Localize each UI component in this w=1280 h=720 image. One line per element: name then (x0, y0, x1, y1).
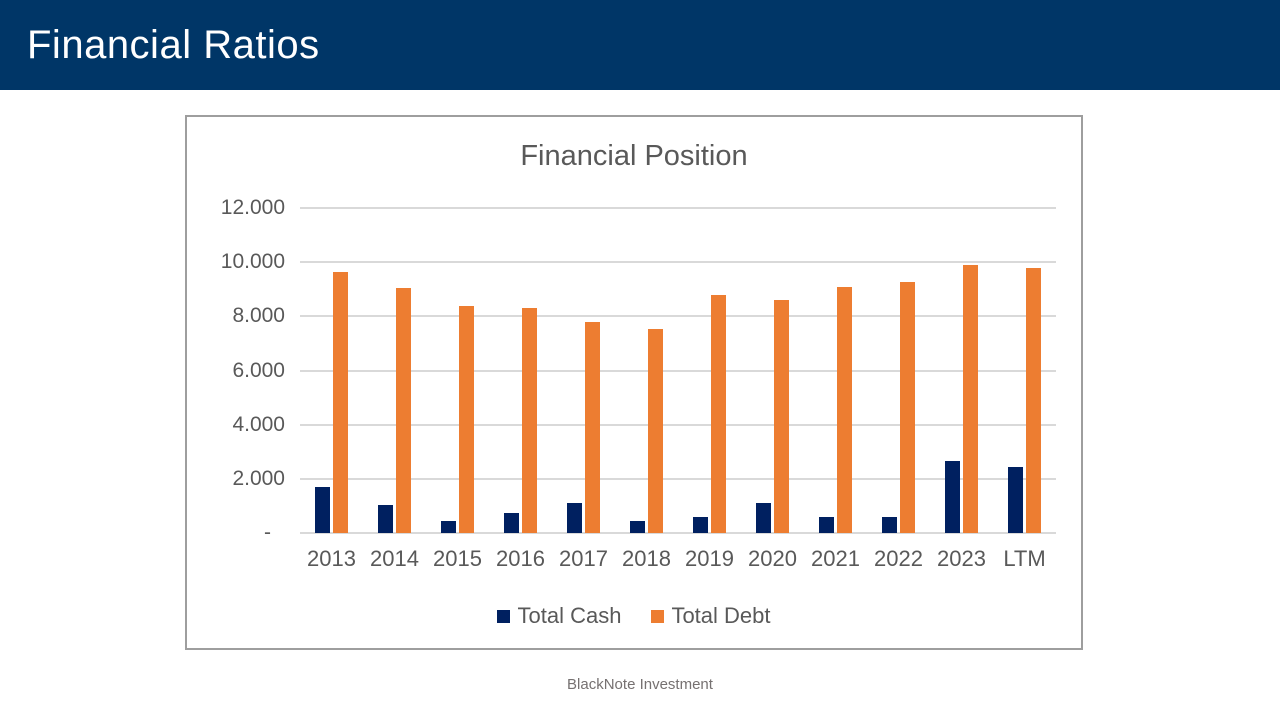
legend-swatch (497, 609, 511, 623)
y-tick-label: 4.000 (232, 412, 285, 436)
slide-footer: BlackNote Investment (567, 676, 713, 693)
bar-group-2023 (930, 208, 993, 533)
bar-total-debt-2016 (522, 308, 537, 533)
legend-label: Total Cash (517, 603, 622, 628)
gridline (300, 423, 1056, 426)
x-tick-label: 2021 (811, 546, 860, 571)
x-tick-label: LTM (1003, 546, 1046, 571)
x-tick-label: 2013 (307, 546, 356, 571)
bar-total-debt-2023 (963, 265, 978, 533)
bar-total-cash-2017 (567, 503, 582, 533)
x-tick-label: 2014 (370, 546, 419, 571)
bar-group-ltm (993, 208, 1056, 533)
bar-total-debt-2021 (837, 287, 852, 533)
legend-label: Total Debt (671, 603, 771, 628)
x-tick-label: 2015 (433, 546, 482, 571)
x-tick-label: 2023 (937, 546, 986, 571)
x-tick-label: 2017 (559, 546, 608, 571)
x-tick-label: 2020 (748, 546, 797, 571)
bar-total-cash-2021 (819, 517, 834, 533)
bar-group-2018 (615, 208, 678, 533)
gridline (300, 532, 1056, 534)
y-tick-label: 10.000 (220, 250, 285, 274)
bar-total-debt-ltm (1026, 268, 1041, 533)
bar-total-debt-2013 (333, 272, 348, 533)
gridline (300, 315, 1056, 318)
bar-total-cash-2016 (504, 513, 519, 533)
bar-total-cash-2023 (945, 461, 960, 533)
legend-item-total-cash: Total Cash (497, 603, 621, 629)
bar-total-debt-2022 (900, 282, 915, 533)
legend-swatch (651, 609, 665, 623)
bar-total-debt-2014 (396, 288, 411, 533)
gridline (300, 207, 1056, 209)
bar-group-2016 (489, 208, 552, 533)
x-tick-label: 2019 (685, 546, 734, 571)
bar-total-debt-2019 (711, 295, 726, 533)
y-tick-label: 2.000 (232, 466, 285, 490)
chart-panel: Financial Position 12.000 10.000 8.000 6.00… (185, 115, 1083, 650)
bar-total-cash-2015 (441, 521, 456, 533)
bar-total-debt-2018 (648, 329, 663, 533)
bar-total-debt-2020 (774, 300, 789, 533)
x-axis: 2013 2014 2015 2016 2017 2018 2019 2020 2021 2022… (300, 546, 1056, 576)
plot-area (300, 207, 1056, 534)
y-axis: 12.000 10.000 8.000 6.000 4.000 2.000 - (187, 117, 285, 648)
gridline (300, 369, 1056, 372)
bar-total-cash-2022 (882, 517, 897, 533)
bar-total-cash-2020 (756, 503, 771, 533)
bar-group-2020 (741, 208, 804, 533)
gridline (300, 261, 1056, 264)
chart-legend: Total Cash Total Debt (187, 603, 1081, 629)
bar-group-2021 (804, 208, 867, 533)
bar-total-cash-2018 (630, 521, 645, 533)
bar-group-2015 (426, 208, 489, 533)
y-tick-label: 8.000 (232, 304, 285, 328)
x-tick-label: 2022 (874, 546, 923, 571)
slide-title: Financial Ratios (27, 22, 320, 67)
bar-group-2017 (552, 208, 615, 533)
legend-item-total-debt: Total Debt (651, 603, 771, 629)
bar-total-debt-2017 (585, 322, 600, 533)
y-tick-label: 12.000 (220, 196, 285, 219)
bar-group-2013 (300, 208, 363, 533)
bar-total-cash-2019 (693, 517, 708, 533)
y-tick-label: 6.000 (232, 358, 285, 382)
bar-total-cash-2014 (378, 505, 393, 533)
chart-title: Financial Position (520, 140, 748, 172)
bar-group-2022 (867, 208, 930, 533)
bar-total-debt-2015 (459, 306, 474, 533)
gridline (300, 477, 1056, 480)
y-tick-label: - (264, 521, 271, 544)
slide-header: Financial Ratios (0, 0, 1280, 90)
bar-group-2014 (363, 208, 426, 533)
bar-total-cash-ltm (1008, 467, 1023, 533)
bar-group-2019 (678, 208, 741, 533)
x-tick-label: 2016 (496, 546, 545, 571)
bar-total-cash-2013 (315, 487, 330, 533)
x-tick-label: 2018 (622, 546, 671, 571)
